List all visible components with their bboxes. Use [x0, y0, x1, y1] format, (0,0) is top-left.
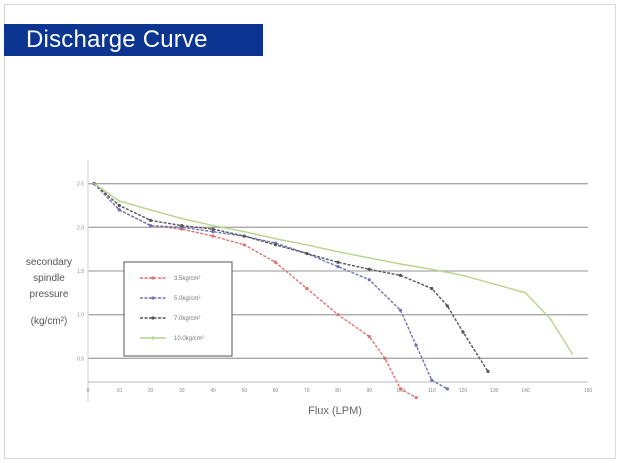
legend-marker-3: [151, 336, 155, 340]
data-point: [398, 387, 403, 391]
legend: 3.5kg/cm² 5.0kg/cm² 7.0kg/cm² 10.0kg/cm²: [123, 261, 233, 357]
data-point: [273, 243, 278, 247]
data-point: [398, 273, 403, 277]
ylabel-line-2: spindle: [33, 273, 65, 284]
data-point: [211, 234, 215, 238]
data-point: [273, 260, 278, 264]
data-point: [211, 227, 215, 231]
data-point: [117, 203, 121, 208]
data-point: [242, 234, 246, 238]
ylabel-line-1: secondary: [26, 257, 72, 268]
y-tick-labels: 0.5 1.0 1.5 2.0 2.5: [77, 182, 84, 363]
data-point: [430, 378, 434, 382]
legend-label-1: 5.0kg/cm²: [174, 296, 200, 302]
legend-marker-1: [151, 296, 155, 300]
data-point: [462, 274, 464, 277]
data-point: [337, 250, 339, 253]
legend-marker-2: [151, 316, 155, 320]
x-tick-labels: 0 10 20 30 40 50 60 70 80 90 100 110 120 130 140 160: [87, 388, 593, 394]
data-point: [243, 230, 246, 233]
y-axis-title: secondary spindle pressure (kg/cm²): [26, 257, 72, 327]
data-point: [336, 265, 340, 269]
x-tick-label: 90: [366, 388, 372, 394]
chart-frame: [4, 4, 616, 459]
axes: [87, 160, 588, 402]
x-tick-label: 50: [241, 388, 247, 394]
legend-label-2: 7.0kg/cm²: [174, 316, 200, 322]
data-point: [118, 200, 121, 203]
x-tick-label: 100: [396, 388, 405, 394]
data-point: [414, 396, 418, 400]
data-point: [149, 208, 152, 211]
data-point: [445, 387, 449, 391]
data-point: [212, 224, 214, 227]
page-title: Discharge Curve: [4, 24, 263, 56]
x-tick-label: 40: [210, 388, 216, 394]
series-line-1: [93, 183, 448, 390]
y-tick-label: 1.0: [77, 313, 84, 319]
y-tick-label: 2.0: [77, 225, 84, 231]
x-tick-label: 120: [459, 388, 468, 394]
data-point: [430, 268, 433, 271]
x-tick-label: 20: [148, 388, 154, 394]
data-point: [367, 278, 371, 282]
legend-label-0: 3.5kg/cm²: [174, 276, 200, 282]
data-point: [336, 313, 340, 317]
x-tick-label: 30: [179, 388, 185, 394]
data-point: [180, 223, 184, 228]
x-tick-label: 60: [273, 388, 279, 394]
x-tick-label: 10: [116, 388, 122, 394]
x-tick-label: 130: [490, 388, 499, 394]
data-point: [305, 243, 308, 246]
data-point: [336, 260, 340, 264]
y-tick-label: 2.5: [77, 182, 84, 188]
legend-label-3: 10.0kg/cm²: [174, 336, 204, 342]
data-point: [242, 243, 246, 247]
data-point: [93, 182, 96, 185]
data-point: [148, 218, 153, 222]
x-tick-label: 80: [335, 388, 341, 394]
data-point: [368, 257, 371, 259]
data-point: [414, 343, 418, 347]
x-tick-label: 0: [87, 388, 90, 394]
data-point: [524, 291, 527, 294]
y-tick-label: 0.5: [77, 356, 84, 362]
data-point: [493, 283, 496, 285]
data-point: [117, 208, 121, 212]
data-point: [305, 286, 309, 291]
data-point: [398, 308, 403, 312]
data-point: [461, 330, 465, 334]
data-point: [274, 237, 277, 240]
data-point: [211, 230, 215, 234]
x-tick-label: 160: [584, 388, 593, 394]
data-point: [383, 356, 387, 360]
data-point: [571, 353, 574, 355]
data-point: [430, 286, 434, 291]
data-point: [180, 217, 183, 220]
ylabel-line-3: pressure: [30, 289, 69, 300]
legend-marker-0: [151, 276, 155, 280]
data-point: [367, 267, 371, 271]
x-tick-label: 140: [521, 388, 530, 394]
x-tick-label: 70: [304, 388, 310, 394]
data-point: [549, 318, 552, 320]
data-point: [305, 251, 309, 256]
x-tick-label: 110: [428, 388, 436, 394]
data-point: [148, 223, 153, 228]
data-point: [445, 304, 449, 308]
series-group: [92, 182, 574, 400]
data-point: [486, 369, 490, 374]
data-point: [399, 263, 402, 265]
y-tick-label: 1.5: [77, 269, 84, 275]
data-point: [367, 334, 371, 339]
x-axis-title: Flux (LPM): [308, 405, 362, 417]
ylabel-line-4: (kg/cm²): [31, 316, 68, 327]
